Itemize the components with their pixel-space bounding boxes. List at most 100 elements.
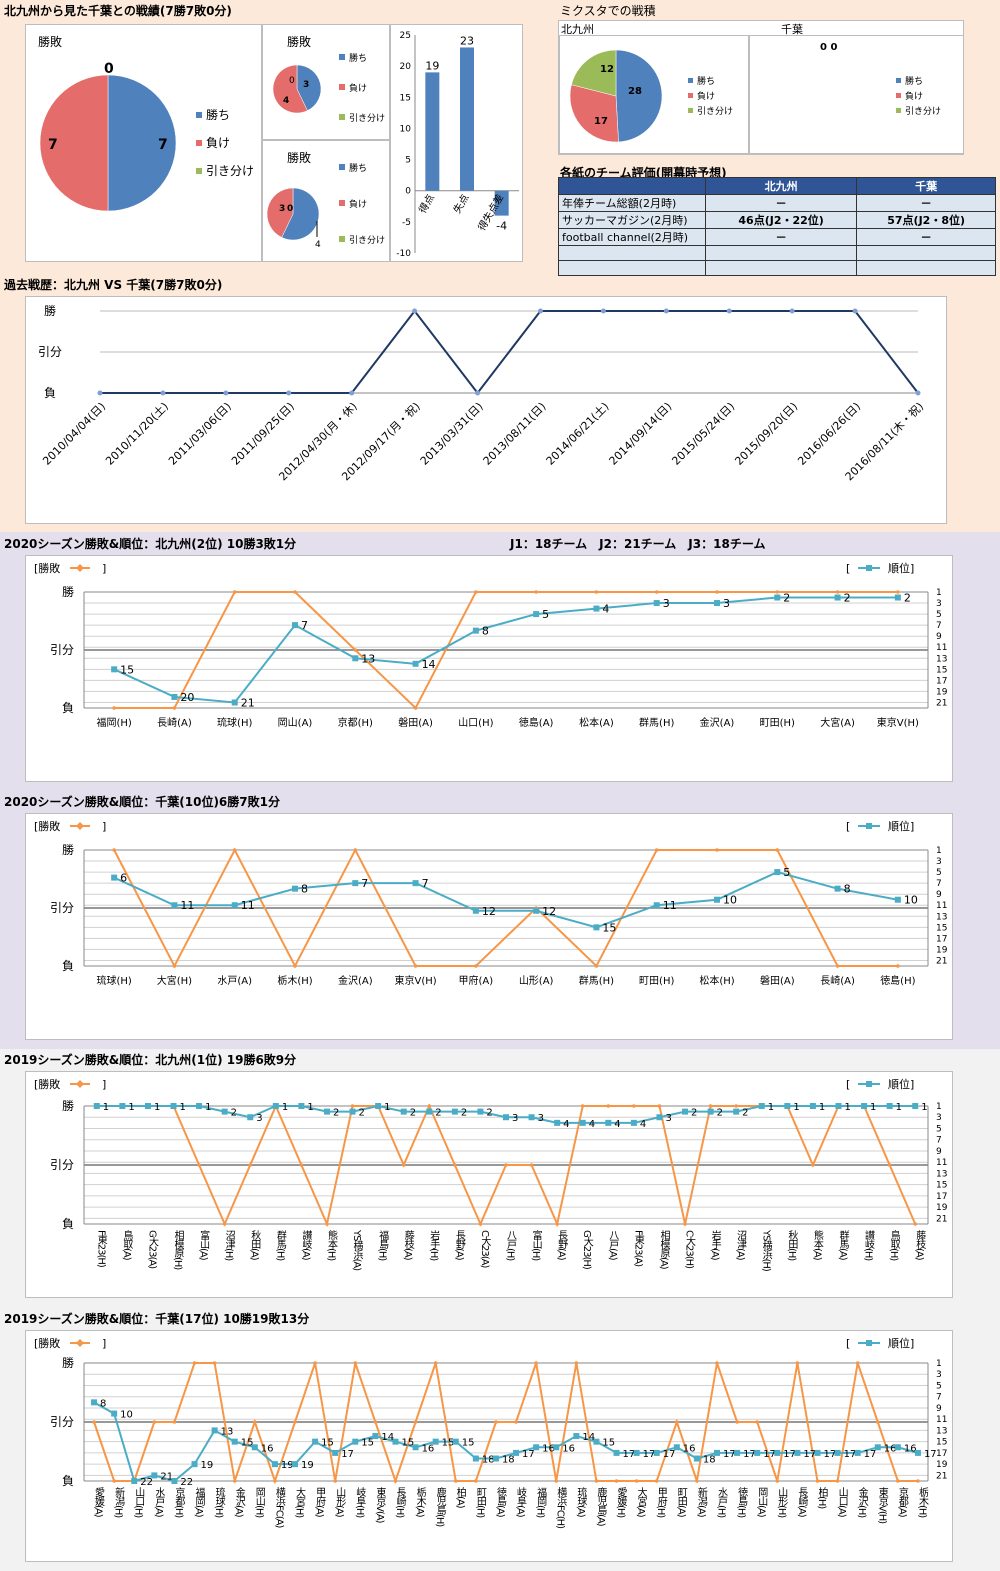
result-point-3 (293, 590, 297, 594)
result-point-1 (172, 964, 177, 968)
pie-small1-panel: 勝敗 0 4 3 勝ち 負け 引き分け (262, 24, 390, 140)
rank-point-0 (93, 1103, 100, 1109)
rank-label-1: 10 (120, 1410, 133, 1421)
rank-point-13 (894, 896, 901, 903)
rank-label-26: 17 (623, 1449, 636, 1460)
result-point-25 (734, 1104, 738, 1108)
rank-point-3 (292, 885, 298, 892)
x-label-19: 町田(H) (474, 1487, 486, 1518)
rank-point-22 (656, 1114, 663, 1121)
rank-label-32: 1 (921, 1102, 927, 1113)
rank-point-7 (231, 1438, 238, 1445)
rank-label-7: 1 (282, 1102, 288, 1113)
x-label-26: YS横浜(H) (760, 1229, 772, 1272)
s2019c-chart: [勝敗][順位]13579111315171921勝引分負81022212219… (34, 1336, 948, 1529)
rank-line (93, 1401, 919, 1483)
hist-x-label-8: 2014/06/21(土) (544, 400, 612, 468)
result-point-1 (112, 1479, 116, 1483)
ylabel-win: 勝 (62, 842, 74, 857)
rank-point-12 (834, 594, 841, 601)
rank-tick-1: 1 (936, 846, 942, 856)
rank-point-23 (553, 1444, 560, 1451)
x-label-5: 磐田(A) (398, 716, 433, 729)
rank-label-23: 16 (562, 1443, 575, 1454)
mixta-draw-label: 12 (600, 64, 614, 75)
result-point-32 (735, 1420, 739, 1424)
x-label-5: 東京V(H) (394, 974, 436, 987)
rank-label-8: 1 (307, 1102, 313, 1113)
result-point-16 (413, 1420, 418, 1424)
result-point-5 (413, 706, 418, 710)
legend-result-open: [勝敗 (34, 819, 60, 833)
ylabel-draw: 引分 (50, 901, 74, 915)
rank-label-0: 6 (120, 872, 127, 885)
result-point-20 (494, 1420, 498, 1424)
pie-main-lose-label: 7 (48, 137, 58, 153)
result-point-31 (887, 1163, 892, 1167)
x-label-8: 岡山(H) (253, 1487, 265, 1519)
rank-point-35 (794, 1449, 801, 1456)
ylabel-win: 勝 (62, 1098, 74, 1113)
rank-point-31 (714, 1449, 720, 1456)
history-chart: 勝引分負2010/04/04(日)2010/11/20(土)2011/03/06… (38, 303, 926, 483)
result-point-1 (172, 706, 177, 710)
rank-point-4 (352, 880, 359, 887)
mixta-win-label: 28 (628, 86, 642, 97)
evaluation-cell-1-2: 57点(J2・8位) (856, 211, 996, 229)
legend-result-open: [勝敗 (34, 1336, 60, 1350)
x-label-6: 山口(H) (458, 717, 493, 729)
rank-label-9: 11 (663, 899, 677, 912)
pie-small2-title: 勝敗 (287, 151, 312, 165)
result-point-12 (333, 1479, 337, 1483)
rank-tick-11: 11 (936, 643, 947, 653)
rank-point-13 (352, 1438, 359, 1445)
rank-tick-1: 1 (936, 588, 942, 598)
x-label-3: 水戸(A) (153, 1487, 165, 1518)
rank-tick-19: 19 (936, 1203, 948, 1213)
legend-swatch-1 (196, 140, 202, 146)
rank-point-2 (131, 1478, 138, 1484)
x-label-6: 甲府(A) (459, 974, 494, 987)
hist-point-0 (97, 390, 103, 396)
result-point-41 (916, 1479, 920, 1483)
rank-label-28: 17 (663, 1449, 676, 1460)
hist-x-label-0: 2010/04/04(日) (40, 400, 108, 468)
x-label-0: F東23(H) (95, 1230, 107, 1268)
x-label-37: 山口(A) (836, 1487, 847, 1518)
legend-rank-marker (866, 823, 872, 829)
ylabel-draw: 引分 (50, 1158, 74, 1172)
mixta-right-legend-label-0: 勝ち (905, 75, 923, 87)
rank-point-19 (579, 1119, 586, 1126)
rank-label-34: 17 (783, 1449, 796, 1460)
result-point-18 (453, 1479, 458, 1483)
legend-result-open: [勝敗 (34, 1077, 60, 1091)
rank-label-15: 2 (486, 1108, 492, 1119)
x-label-0: 福岡(H) (96, 716, 131, 729)
rank-point-15 (392, 1438, 399, 1445)
result-point-2 (232, 590, 237, 594)
result-point-30 (695, 1479, 699, 1483)
s2020c-panel: [勝敗][順位] 1 3 5 7 9 11 13 15 17 19 21 勝引分負 6 11 11 8 7 7 12 1… (25, 813, 953, 1040)
rank-point-14 (372, 1433, 379, 1440)
x-label-6: 琉球(H) (213, 1486, 225, 1519)
bar-category-0: 得点 (417, 192, 437, 215)
rank-label-0: 1 (103, 1102, 109, 1113)
rank-label-32: 17 (743, 1449, 756, 1460)
legend-swatch-0 (196, 112, 202, 118)
x-label-0: 愛媛(A) (93, 1486, 105, 1518)
result-point-10 (715, 590, 719, 594)
rank-point-10 (714, 896, 720, 903)
result-point-39 (875, 1420, 880, 1424)
legend-result-close: ] (102, 1078, 106, 1091)
x-label-8: 松本(A) (579, 716, 614, 729)
rank-point-29 (835, 1103, 842, 1109)
pie-main-title: 勝敗 (38, 35, 63, 49)
rank-label-29: 1 (844, 1102, 850, 1113)
legend-rank-open: [ (846, 562, 850, 575)
mixta-lose-label: 17 (594, 116, 608, 127)
rank-tick-5: 5 (936, 1124, 942, 1134)
rank-label-25: 2 (742, 1108, 748, 1119)
